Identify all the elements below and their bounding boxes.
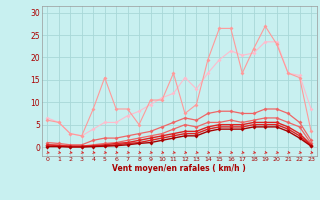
X-axis label: Vent moyen/en rafales ( km/h ): Vent moyen/en rafales ( km/h ) bbox=[112, 164, 246, 173]
